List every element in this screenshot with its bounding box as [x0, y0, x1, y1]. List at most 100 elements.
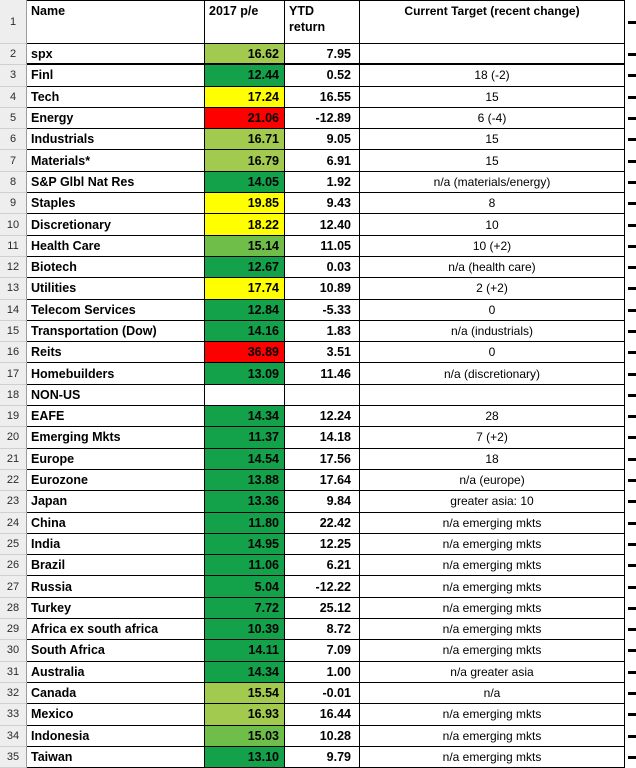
row-number[interactable]: 21 [0, 448, 27, 470]
pe-cell[interactable]: 7.72 [205, 597, 285, 620]
pe-cell[interactable]: 14.54 [205, 448, 285, 470]
row-number[interactable]: 2 [0, 44, 27, 66]
name-cell[interactable]: Staples [27, 193, 205, 215]
row-number[interactable]: 16 [0, 342, 27, 364]
name-cell[interactable]: Materials* [27, 150, 205, 172]
row-number[interactable]: 26 [0, 555, 27, 577]
right-gutter-cell[interactable] [625, 555, 636, 577]
right-gutter-cell[interactable] [625, 107, 636, 130]
right-gutter-cell[interactable] [625, 512, 636, 534]
ytd-cell[interactable]: 8.72 [285, 619, 360, 641]
pe-cell[interactable]: 17.24 [205, 86, 285, 108]
right-gutter-cell[interactable] [625, 448, 636, 470]
target-cell[interactable]: n/a emerging mkts [360, 619, 625, 641]
name-cell[interactable]: Africa ex south africa [27, 619, 205, 641]
ytd-cell[interactable]: 10.28 [285, 725, 360, 747]
name-cell[interactable]: Discretionary [27, 214, 205, 236]
name-cell[interactable]: Eurozone [27, 469, 205, 492]
right-gutter-cell[interactable] [625, 150, 636, 172]
ytd-cell[interactable]: 1.00 [285, 661, 360, 683]
right-gutter-cell[interactable] [625, 65, 636, 87]
right-gutter-cell[interactable] [625, 320, 636, 343]
row-number[interactable]: 1 [0, 0, 27, 44]
pe-cell[interactable]: 36.89 [205, 342, 285, 364]
right-gutter-cell[interactable] [625, 342, 636, 364]
row-number[interactable]: 11 [0, 235, 27, 257]
name-cell[interactable]: S&P Glbl Nat Res [27, 171, 205, 194]
pe-cell[interactable]: 16.62 [205, 44, 285, 66]
right-gutter-cell[interactable] [625, 725, 636, 747]
right-gutter-cell[interactable] [625, 746, 636, 768]
row-number[interactable]: 19 [0, 406, 27, 428]
pe-cell[interactable]: 16.93 [205, 704, 285, 726]
pe-cell[interactable]: 11.80 [205, 512, 285, 534]
name-cell[interactable]: Australia [27, 661, 205, 683]
target-cell[interactable]: n/a (materials/energy) [360, 171, 625, 194]
right-gutter-cell[interactable] [625, 86, 636, 108]
ytd-cell[interactable]: 16.55 [285, 86, 360, 108]
pe-cell[interactable]: 13.10 [205, 746, 285, 768]
target-cell[interactable]: n/a emerging mkts [360, 746, 625, 768]
pe-cell[interactable]: 14.16 [205, 320, 285, 343]
right-gutter-cell[interactable] [625, 427, 636, 449]
ytd-cell[interactable] [285, 384, 360, 407]
right-gutter-cell[interactable] [625, 704, 636, 726]
target-cell[interactable]: n/a greater asia [360, 661, 625, 683]
target-cell[interactable] [360, 384, 625, 407]
ytd-cell[interactable]: 7.09 [285, 640, 360, 662]
name-cell[interactable]: Health Care [27, 235, 205, 257]
target-cell[interactable]: greater asia: 10 [360, 491, 625, 513]
row-number[interactable]: 10 [0, 214, 27, 236]
pe-cell[interactable]: 13.09 [205, 363, 285, 385]
ytd-cell[interactable]: 9.43 [285, 193, 360, 215]
row-number[interactable]: 23 [0, 491, 27, 513]
row-number[interactable]: 8 [0, 171, 27, 194]
right-gutter-cell[interactable] [625, 299, 636, 321]
name-cell[interactable]: spx [27, 44, 205, 66]
pe-cell[interactable]: 14.05 [205, 171, 285, 194]
ytd-cell[interactable]: 25.12 [285, 597, 360, 620]
header-name[interactable]: Name [27, 0, 205, 44]
right-gutter-cell[interactable] [625, 661, 636, 683]
ytd-cell[interactable]: 22.42 [285, 512, 360, 534]
target-cell[interactable]: 15 [360, 86, 625, 108]
header-pe[interactable]: 2017 p/e [205, 0, 285, 44]
row-number[interactable]: 18 [0, 384, 27, 407]
target-cell[interactable]: n/a (europe) [360, 469, 625, 492]
right-gutter-cell[interactable] [625, 129, 636, 151]
pe-cell[interactable]: 12.44 [205, 65, 285, 87]
row-number[interactable]: 5 [0, 107, 27, 130]
row-number[interactable]: 13 [0, 278, 27, 300]
target-cell[interactable]: 10 [360, 214, 625, 236]
name-cell[interactable]: Utilities [27, 278, 205, 300]
target-cell[interactable]: 6 (-4) [360, 107, 625, 130]
row-number[interactable]: 29 [0, 619, 27, 641]
pe-cell[interactable]: 16.71 [205, 129, 285, 151]
row-number[interactable]: 6 [0, 129, 27, 151]
target-cell[interactable]: 28 [360, 406, 625, 428]
ytd-cell[interactable]: 6.91 [285, 150, 360, 172]
right-gutter-cell[interactable] [625, 363, 636, 385]
name-cell[interactable]: Taiwan [27, 746, 205, 768]
right-gutter-cell[interactable] [625, 682, 636, 705]
row-number[interactable]: 7 [0, 150, 27, 172]
row-number[interactable]: 22 [0, 469, 27, 492]
ytd-cell[interactable]: 10.89 [285, 278, 360, 300]
row-number[interactable]: 20 [0, 427, 27, 449]
name-cell[interactable]: Homebuilders [27, 363, 205, 385]
ytd-cell[interactable]: 7.95 [285, 44, 360, 66]
target-cell[interactable]: 15 [360, 129, 625, 151]
right-gutter-cell[interactable] [625, 406, 636, 428]
header-ytd[interactable]: YTD return [285, 0, 360, 44]
name-cell[interactable]: Telecom Services [27, 299, 205, 321]
target-cell[interactable]: n/a emerging mkts [360, 725, 625, 747]
name-cell[interactable]: Finl [27, 65, 205, 87]
name-cell[interactable]: Brazil [27, 555, 205, 577]
name-cell[interactable]: Canada [27, 682, 205, 705]
right-gutter-cell[interactable] [625, 278, 636, 300]
target-cell[interactable]: 18 (-2) [360, 65, 625, 87]
target-cell[interactable]: 2 (+2) [360, 278, 625, 300]
ytd-cell[interactable]: 12.40 [285, 214, 360, 236]
ytd-cell[interactable]: 16.44 [285, 704, 360, 726]
pe-cell[interactable]: 17.74 [205, 278, 285, 300]
